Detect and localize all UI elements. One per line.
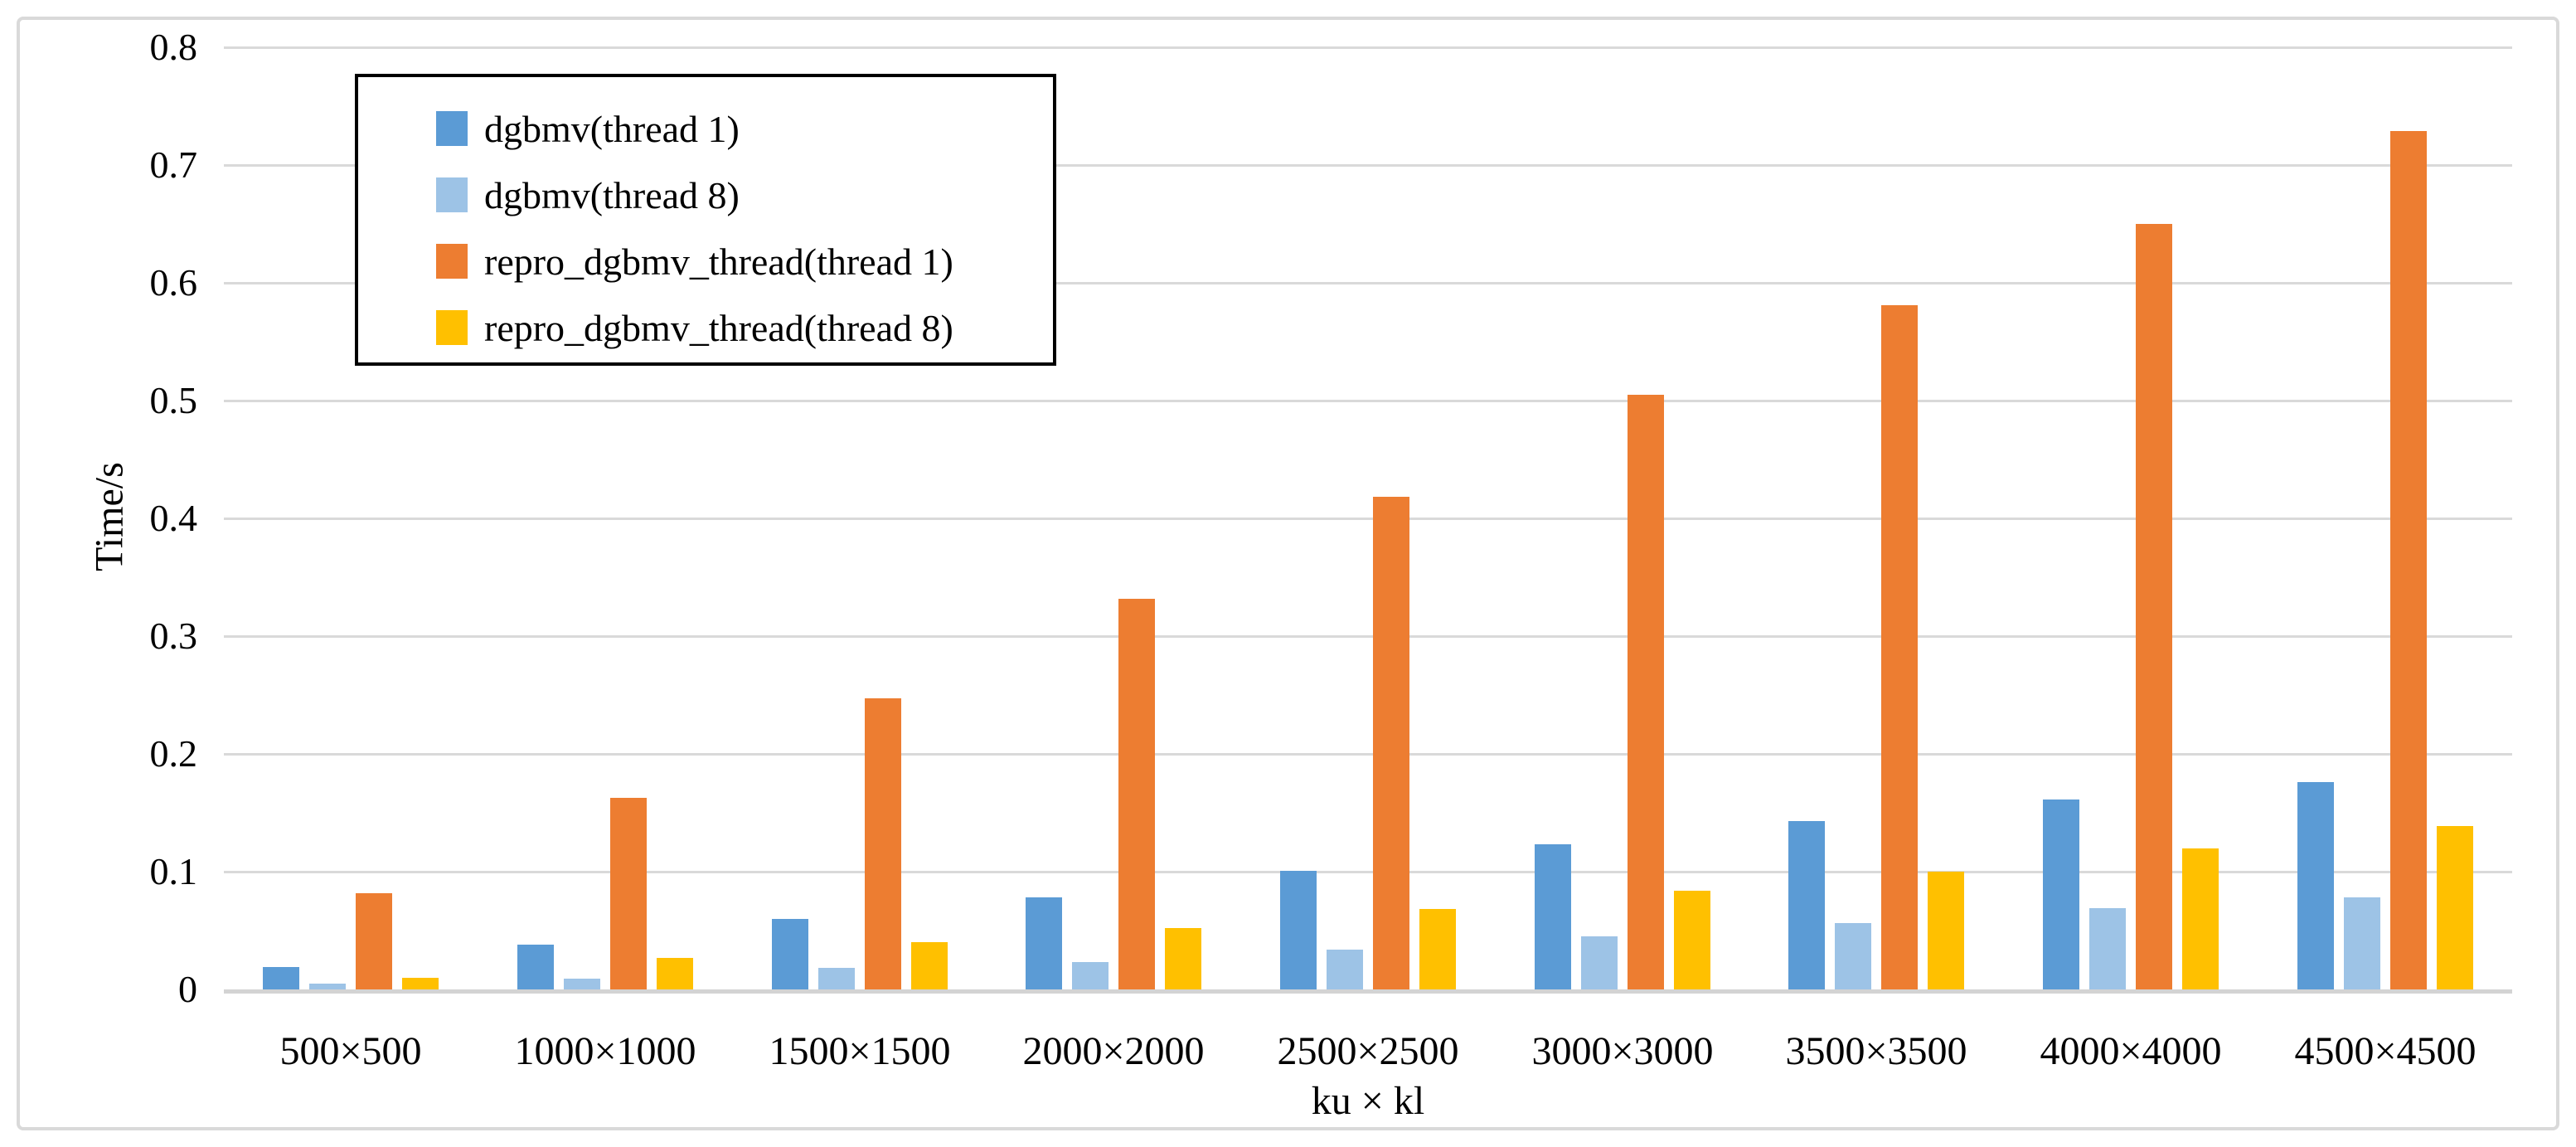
legend: dgbmv(thread 1) dgbmv(thread 8) repro_dgbm…: [355, 74, 1056, 366]
bar-dgbmv-thread-8-4500×4500: [2344, 897, 2380, 989]
x-tick-label: 1000×1000: [514, 1029, 696, 1073]
bar-repro-dgbmv-thread-thread-1-4500×4500: [2390, 131, 2427, 989]
gridline: [224, 635, 2512, 638]
bar-dgbmv-thread-1-3500×3500: [1788, 821, 1825, 989]
bar-dgbmv-thread-1-3000×3000: [1535, 844, 1571, 989]
bar-dgbmv-thread-8-2500×2500: [1327, 950, 1363, 989]
legend-swatch-icon: [436, 310, 468, 345]
legend-item: dgbmv(thread 8): [358, 162, 1053, 228]
bar-dgbmv-thread-1-4000×4000: [2043, 799, 2079, 989]
bar-dgbmv-thread-1-1500×1500: [772, 919, 808, 989]
gridline: [224, 518, 2512, 520]
bar-repro-dgbmv-thread-thread-1-500×500: [356, 893, 392, 989]
bar-dgbmv-thread-8-1000×1000: [564, 979, 600, 989]
chart-outer-border: [17, 17, 2559, 1130]
legend-label: dgbmv(thread 8): [484, 173, 740, 216]
bar-dgbmv-thread-1-500×500: [263, 967, 299, 989]
legend-label: repro_dgbmv_thread(thread 1): [484, 240, 953, 283]
bar-repro-dgbmv-thread-thread-1-2500×2500: [1373, 497, 1409, 989]
x-tick-label: 4000×4000: [2040, 1029, 2222, 1073]
gridline: [224, 282, 2512, 284]
x-tick-label: 1500×1500: [769, 1029, 951, 1073]
bar-repro-dgbmv-thread-thread-1-3500×3500: [1881, 305, 1918, 989]
legend-swatch-icon: [436, 177, 468, 212]
bar-dgbmv-thread-8-1500×1500: [818, 968, 855, 989]
bar-dgbmv-thread-1-2500×2500: [1280, 871, 1317, 989]
y-tick-label: 0.1: [149, 850, 198, 892]
x-tick-label: 500×500: [279, 1029, 422, 1073]
bar-repro-dgbmv-thread-thread-1-4000×4000: [2136, 224, 2172, 989]
gridline: [224, 753, 2512, 756]
bar-repro-dgbmv-thread-thread-1-3000×3000: [1628, 395, 1664, 989]
x-tick-label: 2500×2500: [1277, 1029, 1459, 1073]
bar-dgbmv-thread-1-2000×2000: [1026, 897, 1062, 989]
bar-dgbmv-thread-1-4500×4500: [2297, 782, 2334, 989]
x-tick-label: 2000×2000: [1022, 1029, 1205, 1073]
y-tick-label: 0.4: [149, 497, 198, 539]
bar-repro-dgbmv-thread-thread-8-1500×1500: [911, 942, 948, 989]
bar-repro-dgbmv-thread-thread-1-1500×1500: [865, 698, 901, 989]
bar-repro-dgbmv-thread-thread-1-1000×1000: [610, 798, 647, 989]
legend-item: repro_dgbmv_thread(thread 8): [358, 294, 1053, 361]
bar-repro-dgbmv-thread-thread-1-2000×2000: [1118, 599, 1155, 989]
y-tick-label: 0.5: [149, 379, 198, 421]
bar-dgbmv-thread-1-1000×1000: [517, 945, 554, 989]
gridline: [224, 164, 2512, 167]
gridline: [224, 400, 2512, 402]
bar-repro-dgbmv-thread-thread-8-2500×2500: [1419, 909, 1456, 989]
gridline: [224, 871, 2512, 873]
bar-repro-dgbmv-thread-thread-8-500×500: [402, 978, 439, 989]
legend-label: repro_dgbmv_thread(thread 8): [484, 306, 953, 349]
x-tick-label: 3500×3500: [1785, 1029, 1967, 1073]
bar-dgbmv-thread-8-500×500: [309, 984, 346, 989]
y-tick-label: 0.3: [149, 615, 198, 657]
bar-repro-dgbmv-thread-thread-8-2000×2000: [1165, 928, 1201, 989]
y-tick-label: 0.7: [149, 143, 198, 186]
gridline: [224, 46, 2512, 49]
bar-repro-dgbmv-thread-thread-8-4500×4500: [2437, 826, 2473, 989]
y-tick-label: 0.6: [149, 261, 198, 304]
plot-area: [224, 46, 2512, 994]
legend-item: repro_dgbmv_thread(thread 1): [358, 228, 1053, 294]
bar-dgbmv-thread-8-4000×4000: [2089, 908, 2126, 989]
bar-repro-dgbmv-thread-thread-8-3500×3500: [1928, 872, 1964, 989]
y-tick-label: 0.8: [149, 26, 198, 68]
bar-dgbmv-thread-8-3000×3000: [1581, 936, 1618, 989]
y-tick-label: 0.2: [149, 732, 198, 775]
y-tick-label: 0: [178, 968, 197, 1010]
legend-label: dgbmv(thread 1): [484, 107, 740, 150]
x-tick-label: 4500×4500: [2294, 1029, 2477, 1073]
bar-dgbmv-thread-8-3500×3500: [1835, 923, 1871, 989]
bar-dgbmv-thread-8-2000×2000: [1072, 962, 1109, 989]
legend-item: dgbmv(thread 1): [358, 95, 1053, 162]
bar-repro-dgbmv-thread-thread-8-4000×4000: [2182, 848, 2219, 989]
legend-swatch-icon: [436, 111, 468, 146]
x-tick-label: 3000×3000: [1531, 1029, 1714, 1073]
bar-repro-dgbmv-thread-thread-8-3000×3000: [1674, 891, 1710, 989]
legend-swatch-icon: [436, 244, 468, 279]
bar-repro-dgbmv-thread-thread-8-1000×1000: [657, 958, 693, 989]
x-axis-title: ku × kl: [1311, 1079, 1425, 1123]
